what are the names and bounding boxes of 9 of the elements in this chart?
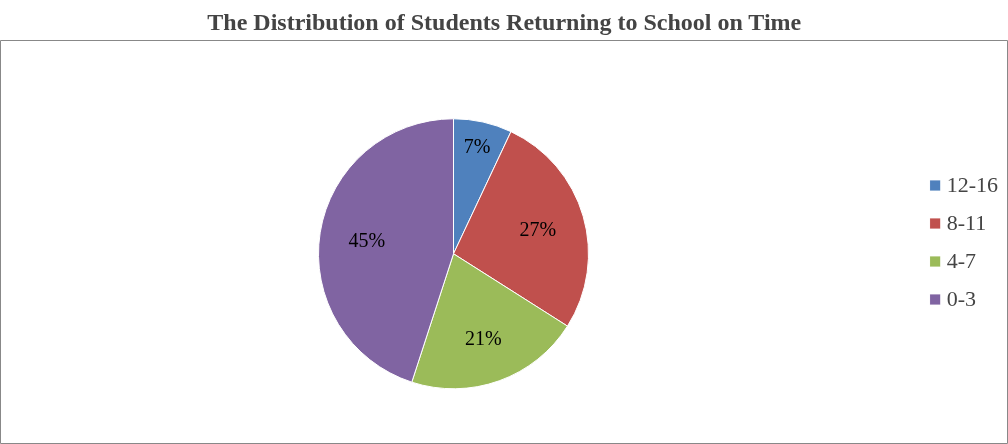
legend-label: 8-11 <box>946 210 987 236</box>
chart-title: The Distribution of Students Returning to School on Time <box>207 8 802 35</box>
data-label: 7% <box>463 134 491 157</box>
data-label: 21% <box>464 327 502 350</box>
legend-label: 0-3 <box>946 286 976 312</box>
legend-label: 4-7 <box>946 248 976 274</box>
data-label: 27% <box>519 217 557 240</box>
data-label: 45% <box>348 228 386 251</box>
legend-label: 12-16 <box>946 172 998 198</box>
